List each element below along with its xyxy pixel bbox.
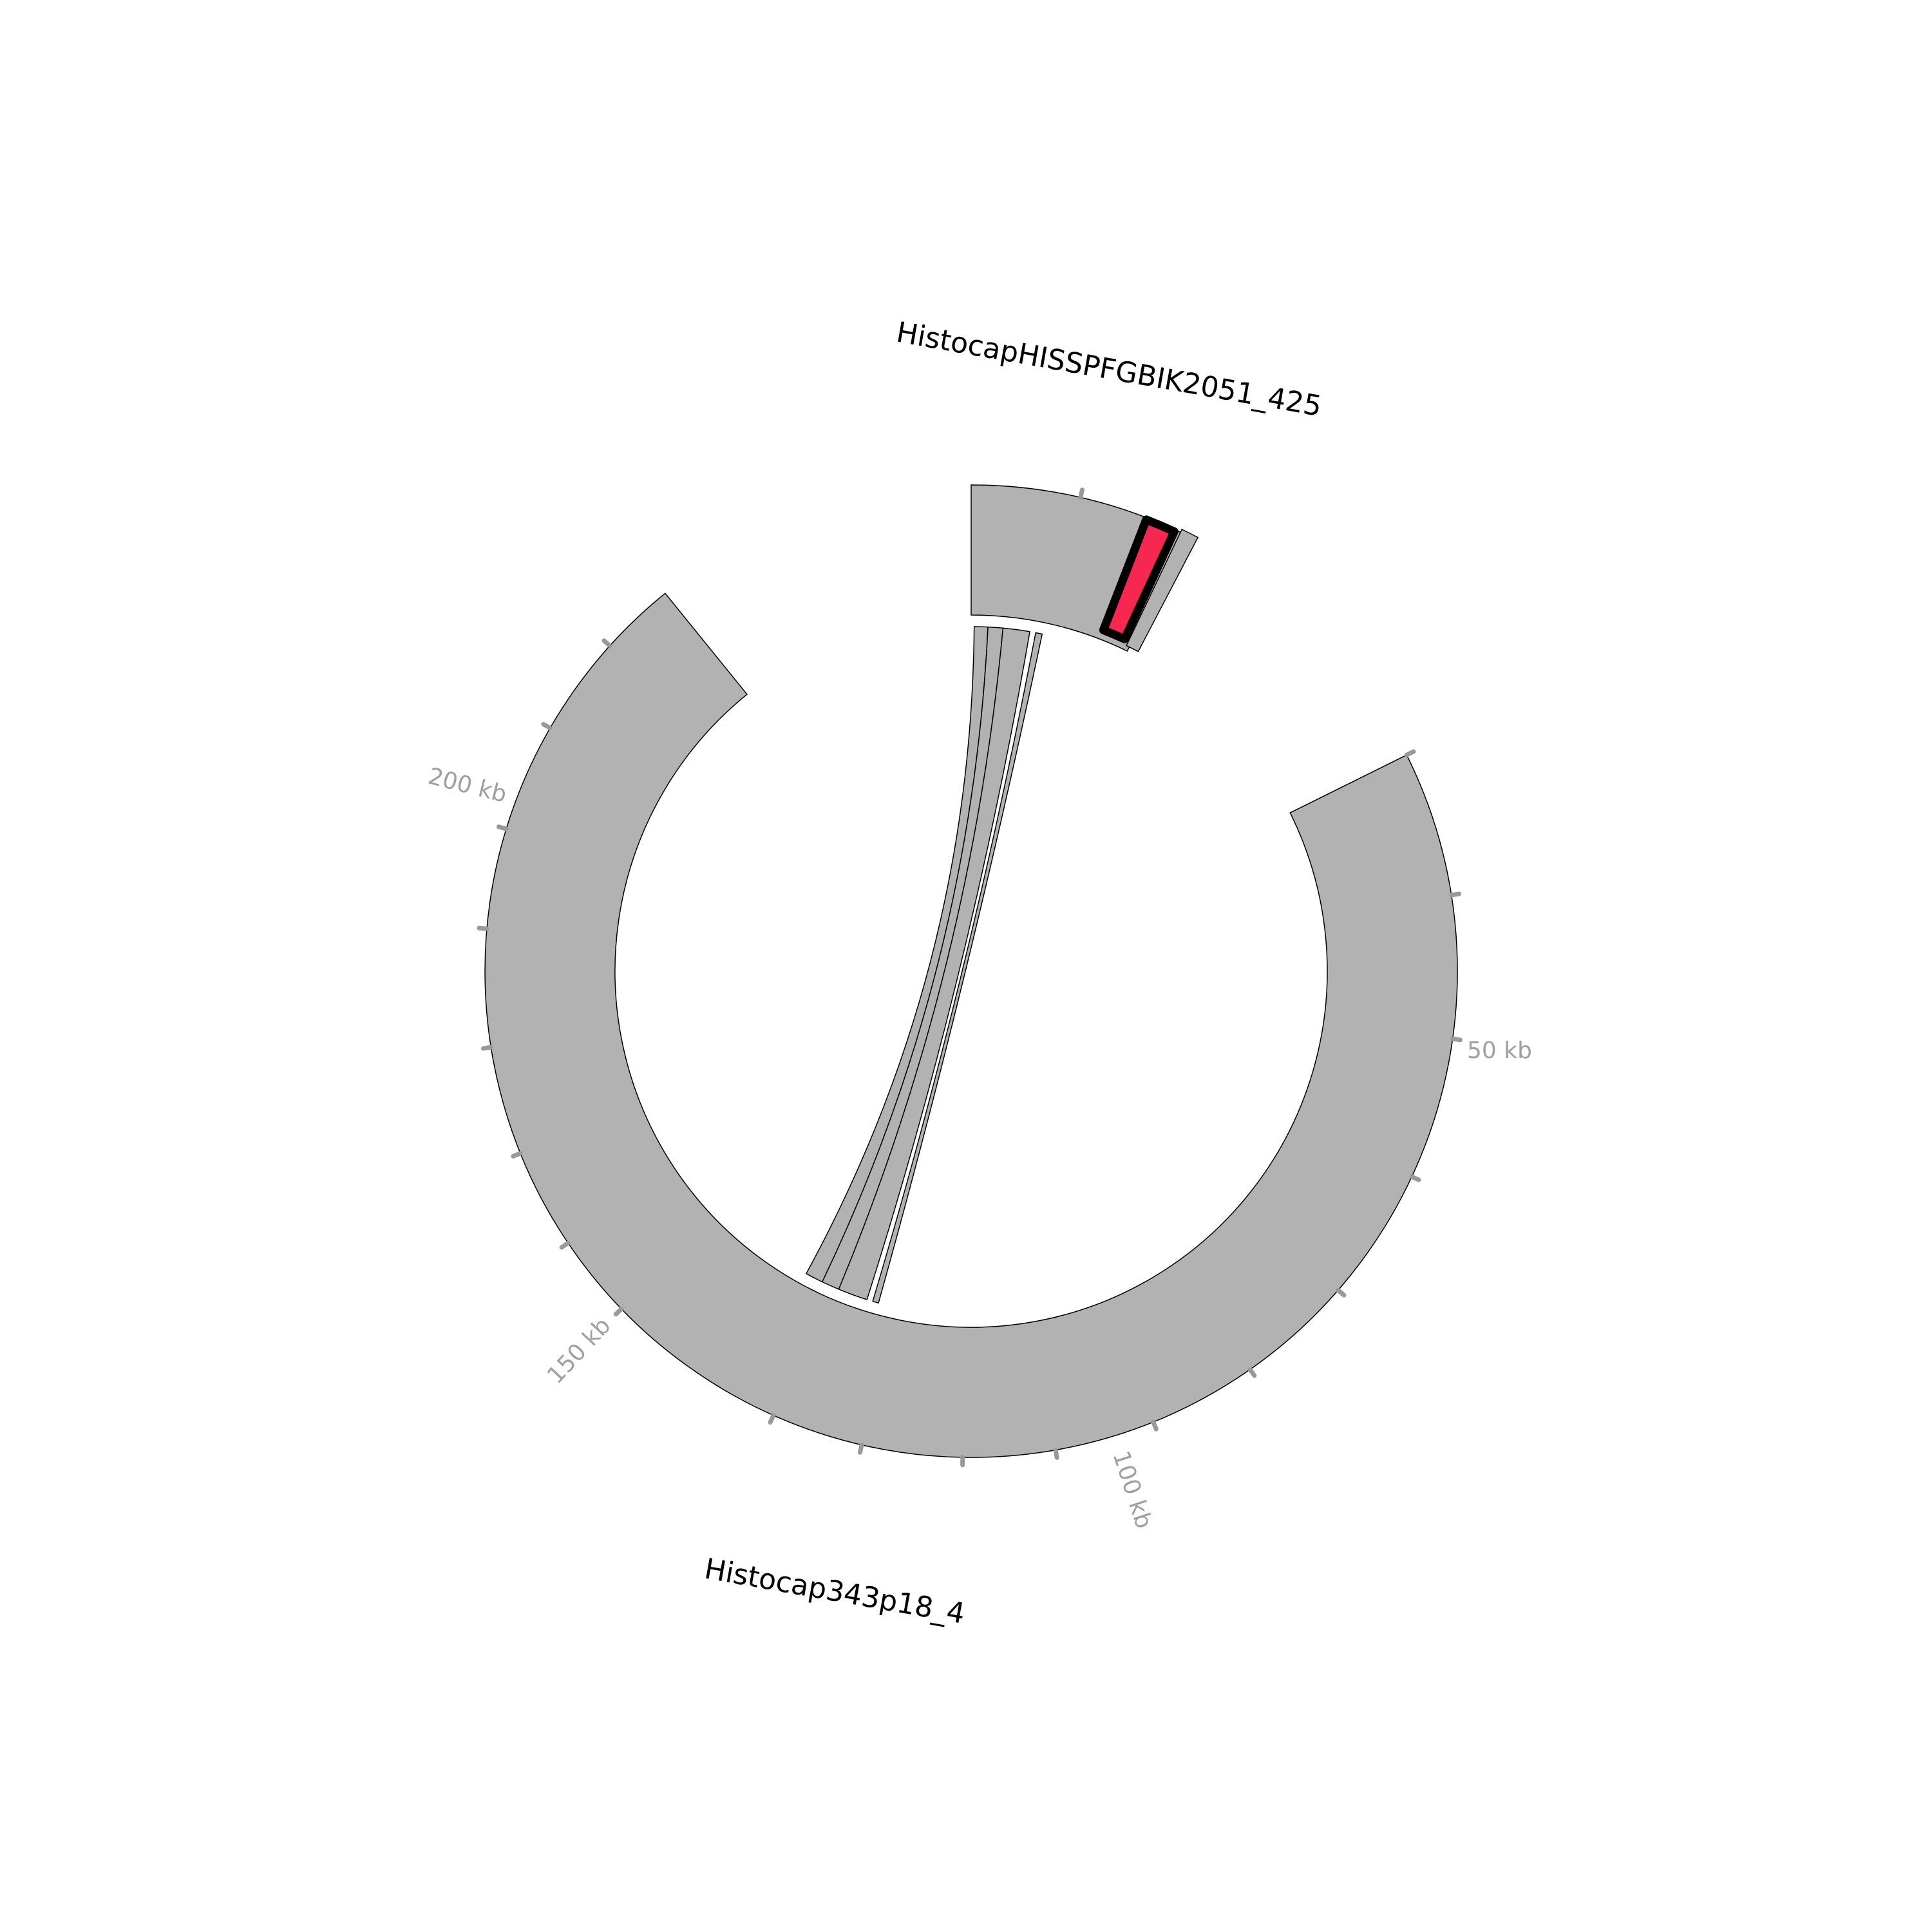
tick-mark bbox=[1409, 1174, 1421, 1182]
tick-mark bbox=[477, 925, 489, 931]
segments-layer bbox=[484, 484, 1458, 1458]
tick-label-150kb: 150 kb bbox=[542, 1312, 616, 1389]
segment-label-b: Histocap343p18_4 bbox=[702, 1553, 967, 1631]
tick-mark bbox=[541, 722, 553, 730]
tick-label-100kb: 100 kb bbox=[1107, 1448, 1157, 1531]
tick-mark bbox=[1151, 1419, 1159, 1432]
tick-mark bbox=[1450, 1036, 1463, 1043]
tick-mark bbox=[1053, 1448, 1059, 1460]
tick-mark bbox=[1247, 1367, 1257, 1378]
highlight-region bbox=[1099, 515, 1179, 643]
tick-mark bbox=[613, 1306, 624, 1317]
segment-b-arc bbox=[484, 592, 1458, 1458]
tick-mark bbox=[497, 824, 509, 831]
segment-label-a: HistocapHISSPFGBIK2051_425 bbox=[894, 316, 1324, 423]
link-ribbon-3 bbox=[838, 627, 1030, 1300]
ticks-layer bbox=[477, 488, 1463, 1468]
tick-mark bbox=[1078, 488, 1085, 500]
tick-mark bbox=[768, 1413, 776, 1425]
tick-mark bbox=[601, 638, 612, 649]
tick-mark bbox=[1449, 891, 1462, 898]
segment-a-edge-block bbox=[1126, 528, 1199, 652]
tick-mark bbox=[1336, 1287, 1347, 1298]
tick-label-200kb: 200 kb bbox=[426, 763, 509, 808]
tick-mark bbox=[511, 1151, 523, 1159]
link-ribbon-4 bbox=[872, 632, 1043, 1304]
tick-label-50kb: 50 kb bbox=[1467, 1037, 1532, 1064]
tick-mark bbox=[559, 1240, 571, 1250]
tick-mark bbox=[480, 1045, 493, 1051]
tick-mark bbox=[857, 1443, 864, 1455]
links-layer bbox=[805, 626, 1043, 1304]
tick-mark bbox=[1404, 749, 1416, 757]
highlight-layer bbox=[1099, 515, 1179, 643]
